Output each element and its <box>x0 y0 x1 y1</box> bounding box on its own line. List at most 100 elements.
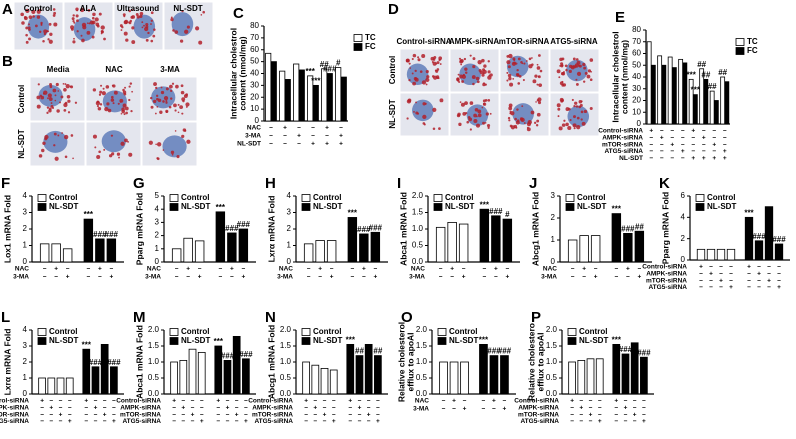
legend-swatch <box>37 328 47 336</box>
lipid-droplet <box>53 132 57 136</box>
lipid-droplet <box>516 108 519 111</box>
bar <box>242 358 250 395</box>
tile-label: Control <box>24 4 52 13</box>
lipid-droplet <box>511 61 517 66</box>
lipid-droplet <box>165 99 168 103</box>
y-tick-label: 0 <box>155 257 160 266</box>
condition-sign: − <box>40 411 44 418</box>
panel-letter: D <box>388 1 399 18</box>
condition-sign: − <box>681 141 685 148</box>
condition-sign: − <box>68 398 72 405</box>
lipid-droplet <box>20 12 24 17</box>
lipid-droplet <box>562 83 567 87</box>
legend-label: NL-SDT <box>449 336 478 345</box>
legend-swatch <box>437 328 447 336</box>
condition-sign: − <box>757 284 761 291</box>
y-axis-label: Abcg1 mRNA Fold <box>266 325 276 399</box>
lipid-droplet <box>477 59 482 65</box>
lipid-droplet <box>523 62 526 65</box>
y-axis-label: Lox1 mRNA Fold <box>2 195 12 263</box>
condition-sign: − <box>325 133 329 140</box>
condition-sign: + <box>702 135 706 142</box>
lipid-droplet <box>62 83 65 85</box>
condition-sign: − <box>235 398 239 405</box>
lipid-droplet <box>475 76 480 81</box>
lipid-droplet <box>36 95 41 100</box>
y-tick-label: 80 <box>250 21 259 30</box>
panel-letter: F <box>1 175 10 192</box>
lipid-droplet <box>100 32 103 35</box>
lipid-droplet <box>469 101 474 105</box>
legend-swatch <box>353 43 363 51</box>
legend-swatch <box>301 328 311 336</box>
lipid-droplet <box>52 8 56 11</box>
legend-swatch <box>169 328 179 336</box>
legend-swatch <box>735 38 745 46</box>
condition-sign: − <box>579 411 583 418</box>
legend-label: TC <box>365 33 376 42</box>
condition-sign: − <box>589 398 593 405</box>
condition-sign: − <box>702 148 706 155</box>
legend-label: Control <box>313 327 341 336</box>
lipid-droplet <box>159 110 163 114</box>
significance-label: *** <box>612 336 622 345</box>
bar <box>657 55 663 125</box>
lipid-droplet <box>484 121 487 124</box>
lipid-droplet <box>120 141 125 146</box>
bar <box>347 217 358 263</box>
condition-label: mTOR-siRNA <box>120 411 161 418</box>
y-tick-label: 1.5 <box>412 208 424 217</box>
condition-label: NAC <box>543 266 557 273</box>
lipid-droplet <box>508 53 513 59</box>
panel-letter: A <box>2 1 13 18</box>
lipid-droplet <box>432 58 436 61</box>
condition-label: AMPK-siRNA <box>252 405 293 412</box>
condition-sign: − <box>112 405 116 412</box>
lipid-droplet <box>153 28 156 31</box>
lipid-droplet <box>59 101 61 104</box>
lipid-droplet <box>89 20 94 25</box>
lipid-droplet <box>129 19 133 23</box>
condition-sign: − <box>40 405 44 412</box>
condition-label: 3-MA <box>277 274 293 281</box>
lipid-droplet <box>436 61 440 65</box>
condition-sign: − <box>84 418 88 425</box>
lipid-droplet <box>91 16 95 20</box>
y-tick-label: 0.5 <box>546 373 558 382</box>
lipid-droplet <box>483 82 485 85</box>
condition-label: Control-siRNA <box>598 128 643 135</box>
lipid-droplet <box>76 19 79 23</box>
lipid-droplet <box>111 152 115 156</box>
panel-letter: E <box>615 9 625 26</box>
condition-sign: + <box>767 277 771 284</box>
lipid-droplet <box>421 54 426 59</box>
legend-swatch <box>301 194 311 202</box>
lipid-droplet <box>459 101 462 104</box>
lipid-droplet <box>512 78 515 80</box>
significance-label: ### <box>752 232 766 241</box>
condition-label: NL-SDT <box>237 141 261 148</box>
lipid-droplet <box>128 152 133 157</box>
significance-label: *** <box>479 336 489 345</box>
condition-sign: + <box>642 418 646 425</box>
condition-sign: − <box>598 398 602 405</box>
lipid-droplet <box>98 12 102 16</box>
lipid-droplet <box>177 111 180 114</box>
lipid-droplet <box>590 70 593 73</box>
condition-sign: + <box>691 155 695 162</box>
condition-sign: + <box>757 271 761 278</box>
nucleus <box>151 86 176 109</box>
condition-label: ATG5-siRNA <box>122 418 161 425</box>
lipid-droplet <box>413 76 418 81</box>
condition-sign: + <box>40 398 44 405</box>
condition-sign: − <box>637 266 641 273</box>
bar <box>270 61 277 122</box>
bar <box>279 70 286 122</box>
lipid-droplet <box>508 106 513 111</box>
condition-label: 3-MA <box>409 274 425 281</box>
condition-sign: − <box>624 398 628 405</box>
condition-sign: − <box>649 155 653 162</box>
lipid-droplet <box>202 10 205 14</box>
condition-sign: − <box>719 264 723 271</box>
condition-sign: − <box>98 274 102 281</box>
